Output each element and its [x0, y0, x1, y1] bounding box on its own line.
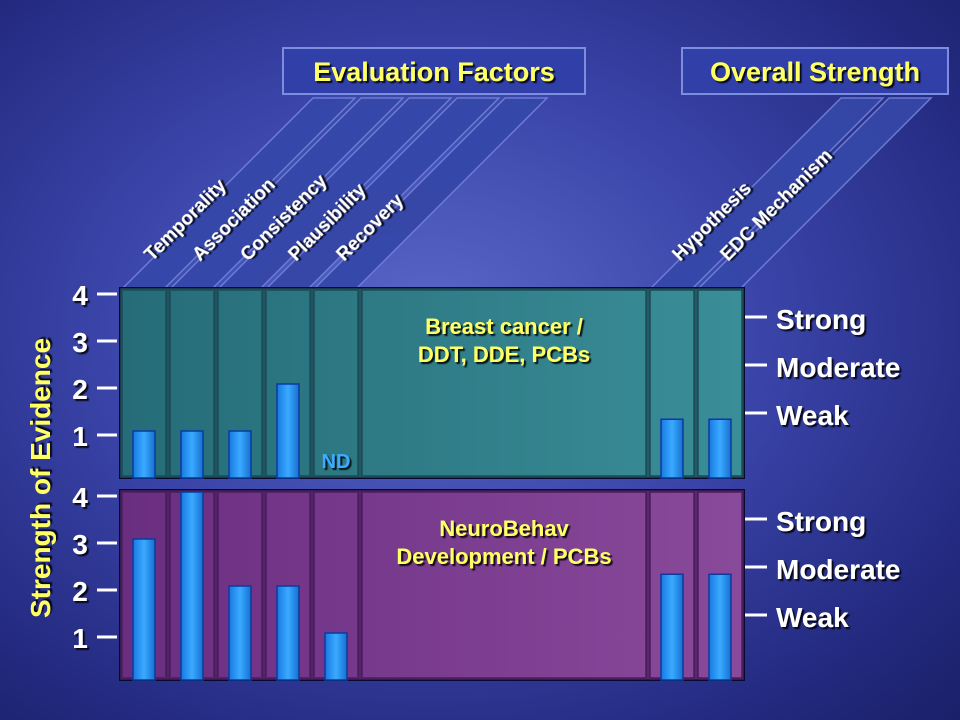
- strength-label-weak: Weak: [776, 400, 849, 431]
- evaluation-title: Evaluation Factors: [313, 57, 555, 87]
- strength-label-strong: Strong: [776, 506, 866, 537]
- y-tick-label: 3: [72, 327, 88, 358]
- y-tick-label: 4: [72, 482, 88, 513]
- strength-label-strong: Strong: [776, 304, 866, 335]
- bar-breast-cancer-consistency: [228, 430, 252, 479]
- panel-column: [312, 288, 360, 478]
- y-tick-label: 2: [72, 576, 88, 607]
- bar-neurobehav-plausibility: [276, 585, 300, 681]
- panel-label-area: [360, 490, 648, 680]
- bar-neurobehav-recovery: [324, 632, 348, 681]
- overall-box: [681, 47, 949, 95]
- bar-breast-cancer-temporality: [132, 430, 156, 479]
- series-label-line: Development / PCBs: [396, 544, 611, 569]
- bar-neurobehav-hypothesis: [660, 573, 684, 681]
- panel-breast-cancer: [119, 287, 745, 479]
- bar-breast-cancer-association: [180, 430, 204, 479]
- bar-breast-cancer-hypothesis: [660, 418, 684, 479]
- bar-neurobehav-consistency: [228, 585, 252, 681]
- bar-neurobehav-association: [180, 491, 204, 681]
- bar-neurobehav-temporality: [132, 538, 156, 681]
- y-axis-title: Strength of Evidence: [25, 338, 56, 618]
- y-tick-label: 1: [72, 421, 88, 452]
- series-label-line: NeuroBehav: [439, 516, 569, 541]
- strength-label-moderate: Moderate: [776, 352, 900, 383]
- strength-label-weak: Weak: [776, 602, 849, 633]
- bar-neurobehav-edc-mechanism: [708, 573, 732, 681]
- overall-title: Overall Strength: [710, 57, 920, 87]
- annotation-nd: ND: [322, 451, 351, 473]
- series-label-line: Breast cancer /: [425, 314, 583, 339]
- bar-breast-cancer-plausibility: [276, 383, 300, 479]
- series-label-line: DDT, DDE, PCBs: [418, 342, 590, 367]
- evaluation-box: [282, 47, 586, 95]
- y-tick-label: 1: [72, 623, 88, 654]
- y-tick-label: 3: [72, 529, 88, 560]
- panel-label-area: [360, 288, 648, 478]
- panel-neurobehav: [119, 489, 745, 681]
- y-tick-label: 4: [72, 280, 88, 311]
- strength-label-moderate: Moderate: [776, 554, 900, 585]
- y-tick-label: 2: [72, 374, 88, 405]
- bar-breast-cancer-edc-mechanism: [708, 418, 732, 479]
